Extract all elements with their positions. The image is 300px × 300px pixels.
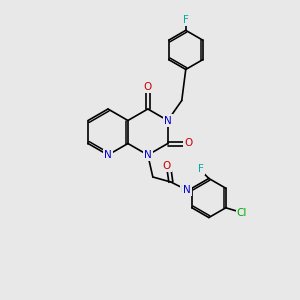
Text: N: N <box>104 150 112 160</box>
Text: N: N <box>164 116 172 125</box>
Text: O: O <box>163 161 171 171</box>
Text: F: F <box>198 164 204 174</box>
Text: Cl: Cl <box>237 208 247 218</box>
Text: O: O <box>144 82 152 92</box>
Text: N: N <box>144 150 152 160</box>
Text: N: N <box>183 185 191 195</box>
Text: O: O <box>184 139 192 148</box>
Text: H: H <box>181 184 187 194</box>
Text: F: F <box>183 15 189 26</box>
